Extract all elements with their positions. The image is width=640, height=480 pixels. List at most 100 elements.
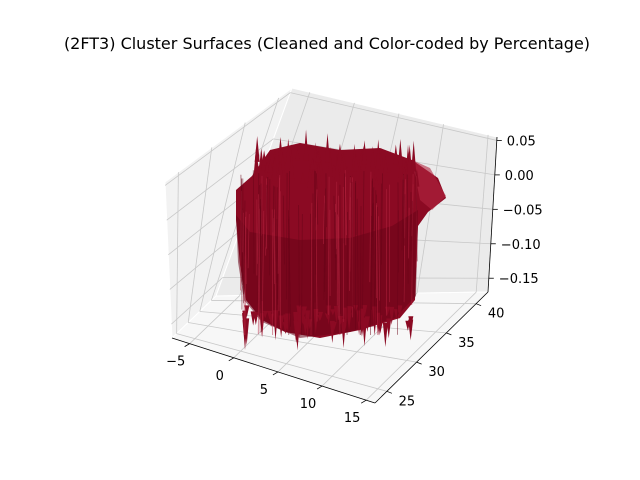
surface-streak <box>406 174 409 284</box>
surface-spike-bottom <box>361 305 367 315</box>
surface-streak <box>277 177 280 274</box>
surface-spike-bottom <box>294 321 300 351</box>
surface-spike-top <box>254 136 260 162</box>
surface-streak <box>286 172 288 300</box>
surface-streak <box>333 195 336 258</box>
surface-spike-bottom <box>262 310 268 319</box>
surface-streak <box>362 171 365 309</box>
y-axis-line <box>374 291 489 404</box>
x-axis-line <box>171 337 376 404</box>
surface-streak <box>274 186 277 284</box>
surface-spike-top <box>289 149 295 179</box>
surface-streak <box>314 171 316 303</box>
surface-spike-top <box>267 158 273 173</box>
y-tick-mark <box>416 361 422 365</box>
surface-spike-bottom <box>297 314 303 339</box>
y-tick-mark <box>386 390 393 394</box>
y-tick-label: 40 <box>488 307 505 322</box>
x-tick-label: 5 <box>260 383 268 398</box>
surface-streak <box>411 200 414 294</box>
surface-streak <box>381 173 383 265</box>
surface-streak <box>316 173 319 225</box>
surface-spike-bottom <box>302 318 308 336</box>
z-gridline-left <box>169 230 240 290</box>
surface-streak <box>372 202 375 306</box>
surface-spike-bottom <box>362 317 368 347</box>
surface-spike-top <box>337 143 343 162</box>
x-tick-label: 15 <box>344 411 361 426</box>
surface-streak <box>282 195 285 265</box>
surface-spike-bottom <box>333 305 339 324</box>
surface-streak <box>247 214 250 269</box>
surface-streak <box>323 202 326 300</box>
y-tick-label: 25 <box>399 394 416 409</box>
surface-spike-bottom <box>301 306 307 316</box>
surface-streak <box>272 185 275 233</box>
y-tick-mark <box>475 303 482 307</box>
surface-spike-top <box>414 168 420 187</box>
surface-streak <box>338 216 341 336</box>
surface-streak <box>301 214 303 336</box>
surface-streak <box>240 190 242 291</box>
cluster-surface <box>236 129 446 351</box>
surface-streak <box>378 216 380 301</box>
surface-spike-bottom <box>405 320 411 331</box>
surface-spike-bottom <box>282 322 288 334</box>
surface-streak <box>343 173 346 244</box>
y-gridline-left <box>176 172 179 334</box>
z-tick-label: 0.00 <box>505 169 534 184</box>
surface-streak <box>380 183 382 324</box>
surface-spike-top <box>393 144 399 165</box>
axis-lines <box>171 136 498 404</box>
x-tick-mark <box>316 385 323 390</box>
x-gridline-floor <box>189 295 240 344</box>
y-gridline-floor <box>176 333 388 392</box>
surface-spike-bottom <box>299 311 305 324</box>
surface-spike-top <box>339 153 345 176</box>
surface-spike-top <box>397 138 403 167</box>
surface-spike-top <box>300 172 306 184</box>
surface-streak <box>349 197 351 291</box>
x-tick-mark <box>228 357 234 362</box>
surface-spike-top <box>357 166 363 185</box>
surface-streak <box>278 175 281 312</box>
surface-spike-top <box>344 166 350 178</box>
x-gridline-back <box>475 134 489 293</box>
x-tick-label: −5 <box>166 355 185 370</box>
x-tick-label: 10 <box>300 397 317 412</box>
surface-spike-bottom <box>318 311 324 321</box>
surface-streak <box>312 193 315 336</box>
z-axis-line <box>487 136 498 293</box>
surface-spike-top <box>407 144 413 174</box>
surface-spike-top <box>353 153 359 171</box>
surface-spike-top <box>277 160 283 175</box>
surface-spike-bottom <box>389 306 395 325</box>
surface-spike-top <box>334 154 340 182</box>
surface-spike-bottom <box>330 309 336 316</box>
surface-spike-bottom <box>278 315 284 338</box>
surface-highlight <box>412 160 446 210</box>
z-tick-label: −0.15 <box>499 272 539 287</box>
x-tick-mark <box>184 343 190 347</box>
chart-title: (2FT3) Cluster Surfaces (Cleaned and Col… <box>64 34 590 53</box>
surface-streak <box>315 189 318 231</box>
surface-spike-top <box>261 150 267 166</box>
surface-spike-top <box>375 139 381 170</box>
y-tick-label: 35 <box>458 336 475 351</box>
surface-spike-bottom <box>326 305 332 326</box>
surface-spike-bottom <box>397 305 403 319</box>
surface-spike-bottom <box>408 319 414 341</box>
surface-spike-bottom <box>341 318 347 349</box>
surface-streak <box>265 184 268 248</box>
surface-streak <box>288 170 291 249</box>
surface-streak <box>243 212 245 336</box>
z-tick-label: −0.10 <box>501 238 541 253</box>
surface-spike-bottom <box>338 315 344 325</box>
surface-spike-bottom <box>382 322 388 347</box>
surface-streak <box>261 210 265 325</box>
surface-spike-top <box>402 167 408 178</box>
surface-spike-bottom <box>377 315 383 336</box>
surface-streak <box>415 170 418 262</box>
surface-spike-top <box>362 140 368 165</box>
